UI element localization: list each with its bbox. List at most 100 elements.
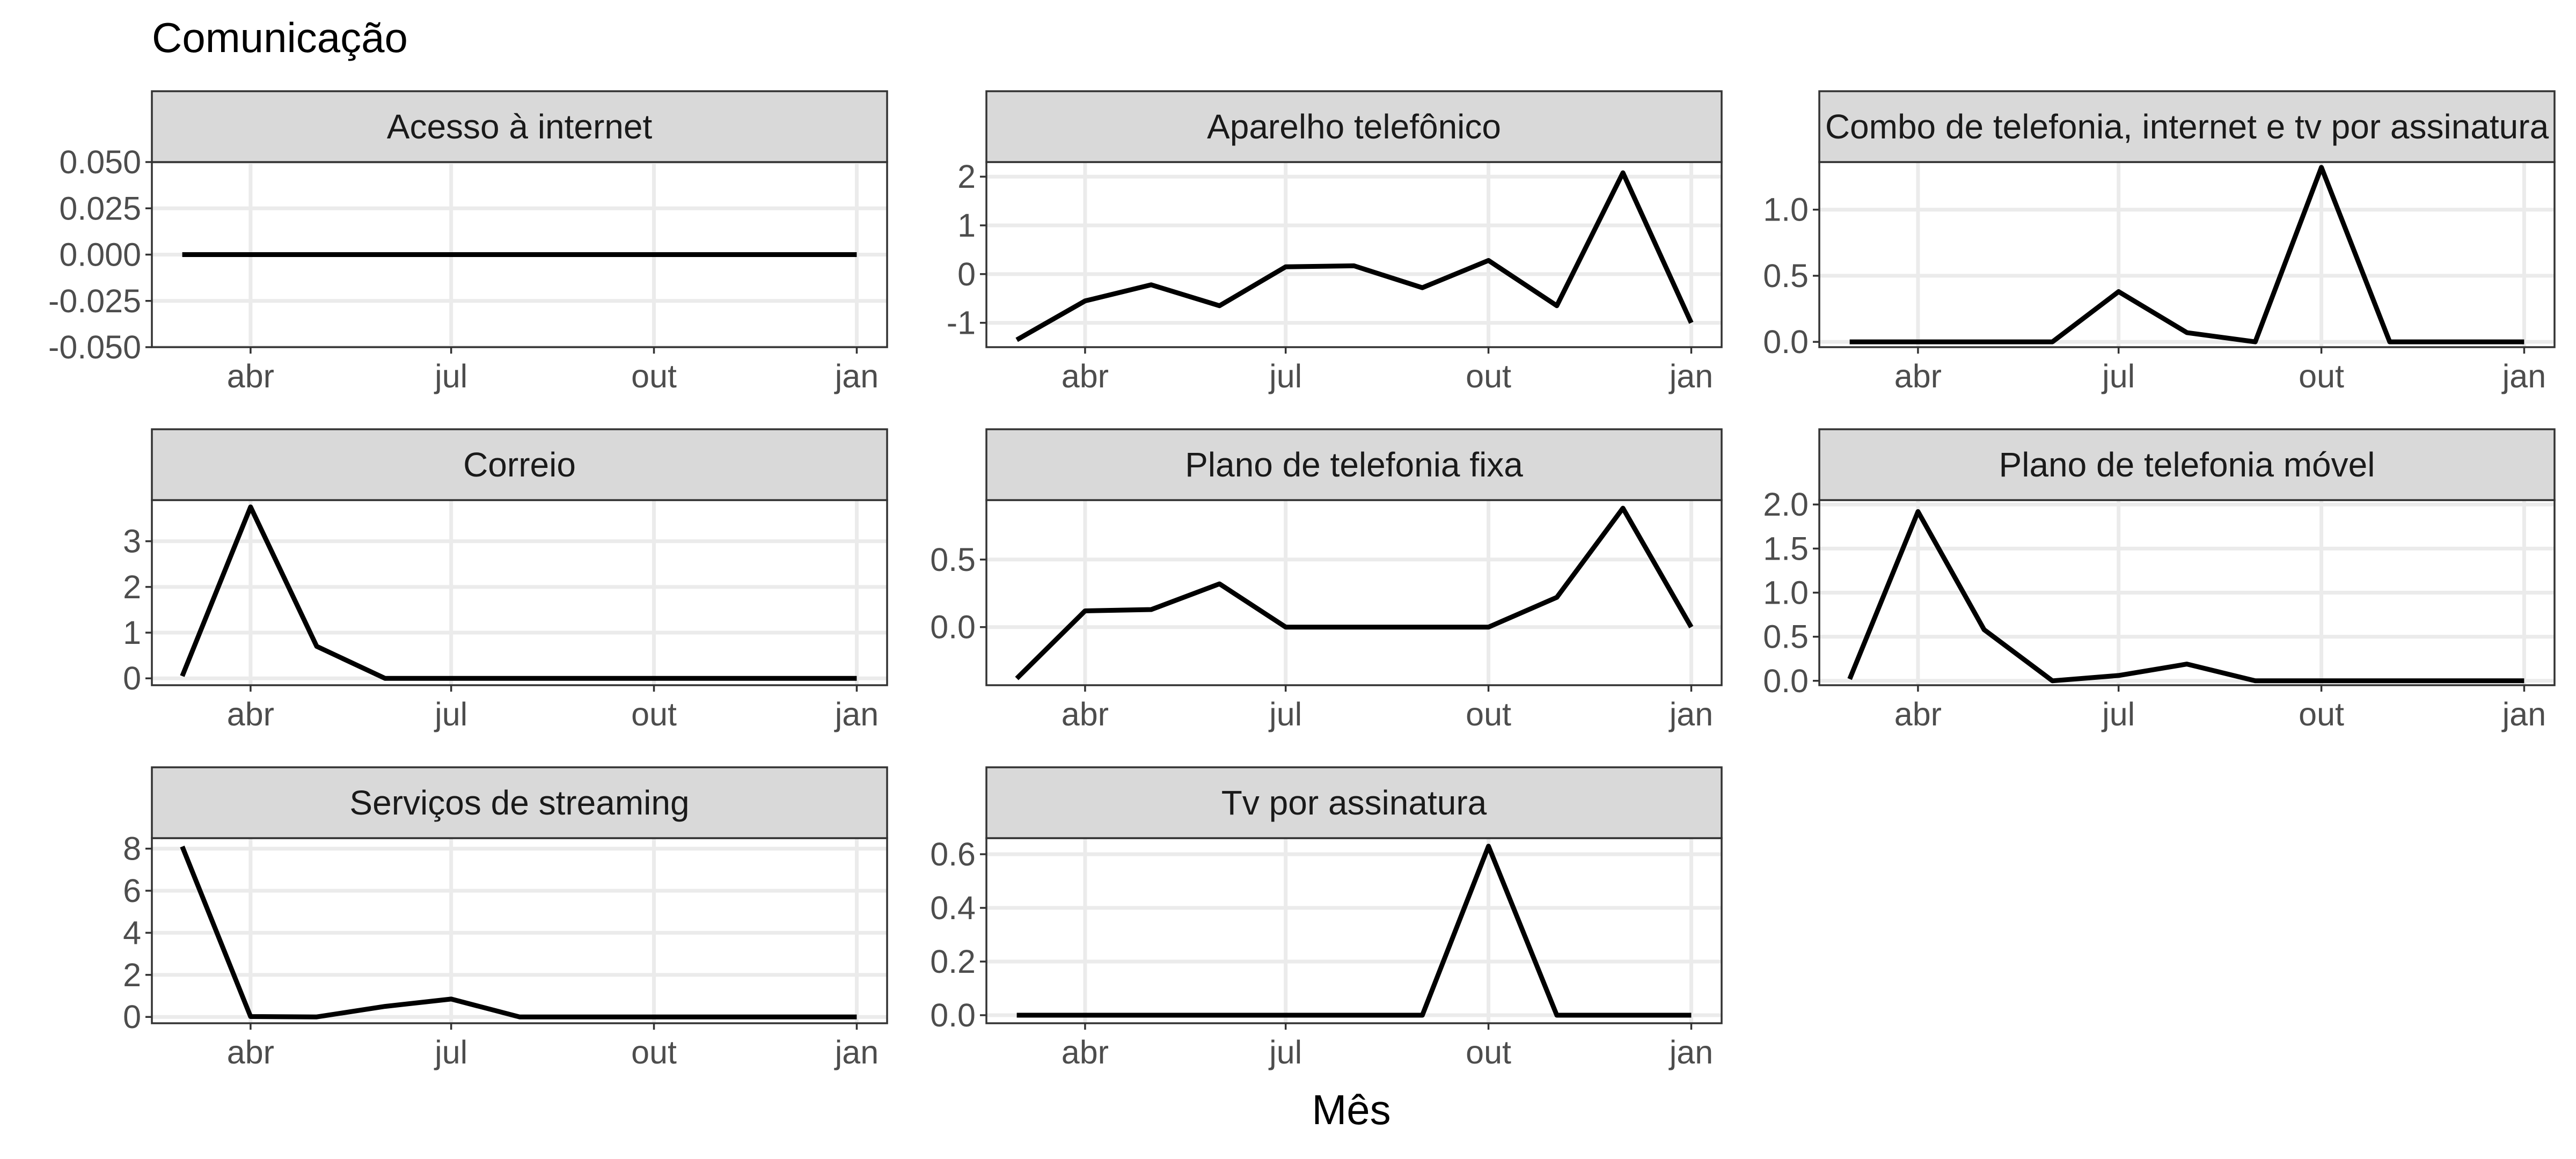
y-tick-label: 1.0 bbox=[1763, 575, 1809, 611]
x-tick-label: abr bbox=[1894, 696, 1942, 732]
panel-plano-de-telefonia-fixa: Plano de telefonia fixa 0.0 0.5 abr jul out ja… bbox=[930, 428, 1723, 732]
facet-strip bbox=[985, 766, 1723, 839]
y-tick-label: 0.0 bbox=[1763, 663, 1809, 699]
facet-strip bbox=[151, 428, 888, 501]
y-tick-label: 2 bbox=[123, 569, 141, 605]
panel-background bbox=[1819, 162, 2555, 347]
y-tick-label: 0 bbox=[123, 999, 141, 1035]
y-tick-label: 2 bbox=[957, 158, 976, 195]
series-line-plano-de-telefonia-movel bbox=[1847, 509, 2524, 684]
panel-plot-area bbox=[152, 838, 887, 1023]
x-tick-label: abr bbox=[227, 358, 274, 394]
x-tick-label: jul bbox=[434, 696, 467, 732]
y-tick-label: 0.5 bbox=[930, 541, 976, 578]
chart-title: Comunicação bbox=[152, 14, 408, 61]
y-tick-label: 0.025 bbox=[59, 190, 141, 226]
x-tick-label: jan bbox=[834, 358, 879, 394]
y-tick-label: 0.2 bbox=[930, 943, 976, 980]
facet-label: Correio bbox=[463, 445, 576, 484]
y-tick-label: 6 bbox=[123, 872, 141, 909]
series-line-combo-de-telefonia-internet-e-tv-por-assinatura bbox=[1849, 165, 2524, 344]
x-tick-label: jul bbox=[1268, 1034, 1302, 1070]
panel-plot-area bbox=[986, 162, 1722, 347]
panel-background bbox=[986, 500, 1722, 685]
y-tick-label: 2 bbox=[123, 957, 141, 993]
x-tick-label: jan bbox=[1668, 696, 1713, 732]
x-axis-title: Mês bbox=[1312, 1086, 1391, 1133]
y-tick-label: -0.025 bbox=[48, 283, 141, 319]
panel-background bbox=[152, 838, 887, 1023]
x-tick-label: jan bbox=[2501, 696, 2546, 732]
facet-label: Aparelho telefônico bbox=[1207, 107, 1501, 146]
panel-plot-area bbox=[986, 500, 1722, 685]
x-tick-label: out bbox=[2299, 696, 2344, 732]
x-tick-label: out bbox=[2299, 358, 2344, 394]
y-tick-label: 2.0 bbox=[1763, 486, 1809, 523]
series-line-tv-por-assinatura bbox=[1016, 843, 1692, 1018]
y-tick-label: 0 bbox=[123, 660, 141, 696]
facet-strip bbox=[985, 428, 1723, 501]
facet-strip bbox=[1818, 90, 2556, 163]
x-tick-label: jan bbox=[2501, 358, 2546, 394]
y-tick-label: 0.0 bbox=[930, 609, 976, 645]
facet-label: Plano de telefonia fixa bbox=[1185, 445, 1523, 484]
x-tick-label: jul bbox=[2101, 358, 2135, 394]
panel-correio: Correio 0 1 2 3 abr jul out jan bbox=[123, 428, 888, 732]
x-tick-label: abr bbox=[1062, 1034, 1109, 1070]
x-tick-label: jan bbox=[834, 1034, 879, 1070]
panel-servicos-de-streaming: Serviços de streaming 0 2 4 6 8 abr jul out jan bbox=[123, 766, 888, 1070]
facet-label: Serviços de streaming bbox=[349, 783, 689, 822]
y-tick-label: 0.000 bbox=[59, 237, 141, 273]
x-tick-label: abr bbox=[1062, 358, 1109, 394]
panel-combo-de-telefonia-internet-e-tv-por-assinatura: Combo de telefonia, internet e tv por as… bbox=[1763, 90, 2556, 394]
x-tick-label: out bbox=[631, 696, 677, 732]
x-tick-label: jul bbox=[434, 1034, 467, 1070]
y-tick-label: 0.6 bbox=[930, 836, 976, 872]
facet-panels: Acesso à internet-0.050-0.0250.0000.0250… bbox=[48, 90, 2556, 1070]
y-tick-label: 0.0 bbox=[1763, 324, 1809, 360]
panel-aparelho-telefonico: Aparelho telefônico -1 0 1 2 abr jul out jan bbox=[947, 90, 1723, 394]
y-tick-label: 0 bbox=[957, 256, 976, 292]
facet-label: Plano de telefonia móvel bbox=[1999, 445, 2375, 484]
series-line-servicos-de-streaming bbox=[180, 846, 857, 1019]
y-tick-label: 1 bbox=[123, 614, 141, 651]
x-tick-label: out bbox=[1466, 696, 1511, 732]
x-tick-label: out bbox=[631, 358, 677, 394]
y-tick-label: 4 bbox=[123, 914, 141, 951]
panel-background bbox=[152, 500, 887, 685]
x-tick-label: jan bbox=[834, 696, 879, 732]
panel-background bbox=[986, 838, 1722, 1023]
x-tick-label: abr bbox=[1894, 358, 1942, 394]
x-tick-label: jul bbox=[2101, 696, 2135, 732]
x-tick-label: jul bbox=[434, 358, 467, 394]
series-line-aparelho-telefonico bbox=[1015, 170, 1694, 342]
panel-plot-area bbox=[152, 162, 887, 347]
x-tick-label: out bbox=[1466, 1034, 1511, 1070]
y-tick-label: 1.0 bbox=[1763, 192, 1809, 228]
y-tick-label: 8 bbox=[123, 831, 141, 867]
panel-background bbox=[986, 162, 1722, 347]
x-tick-label: jan bbox=[1668, 358, 1713, 394]
x-tick-label: jul bbox=[1268, 358, 1302, 394]
series-line-plano-de-telefonia-fixa bbox=[1015, 505, 1694, 680]
x-tick-label: out bbox=[1466, 358, 1511, 394]
panel-plot-area bbox=[152, 500, 887, 685]
y-tick-label: 0.0 bbox=[930, 997, 976, 1033]
panel-plano-de-telefonia-movel: Plano de telefonia móvel 0.0 0.5 1.0 1.5 2.0 a… bbox=[1763, 428, 2556, 732]
panel-plot-area bbox=[1819, 500, 2555, 685]
panel-acesso-a-internet: Acesso à internet -0.050 -0.025 0.000 0.025 0… bbox=[48, 90, 888, 394]
y-tick-label: 1 bbox=[957, 207, 976, 244]
facet-strip bbox=[151, 90, 888, 163]
y-tick-label: 0.5 bbox=[1763, 619, 1809, 655]
y-tick-label: -0.050 bbox=[48, 329, 141, 365]
facet-label: Combo de telefonia, internet e tv por as… bbox=[1825, 107, 2549, 146]
y-tick-label: 1.5 bbox=[1763, 530, 1809, 567]
x-tick-label: out bbox=[631, 1034, 677, 1070]
facet-strip bbox=[1818, 428, 2556, 501]
x-tick-label: abr bbox=[227, 696, 274, 732]
panel-plot-area bbox=[1819, 162, 2555, 347]
y-tick-label: 0.4 bbox=[930, 890, 976, 926]
y-tick-label: 0.050 bbox=[59, 144, 141, 180]
y-tick-label: 3 bbox=[123, 523, 141, 560]
